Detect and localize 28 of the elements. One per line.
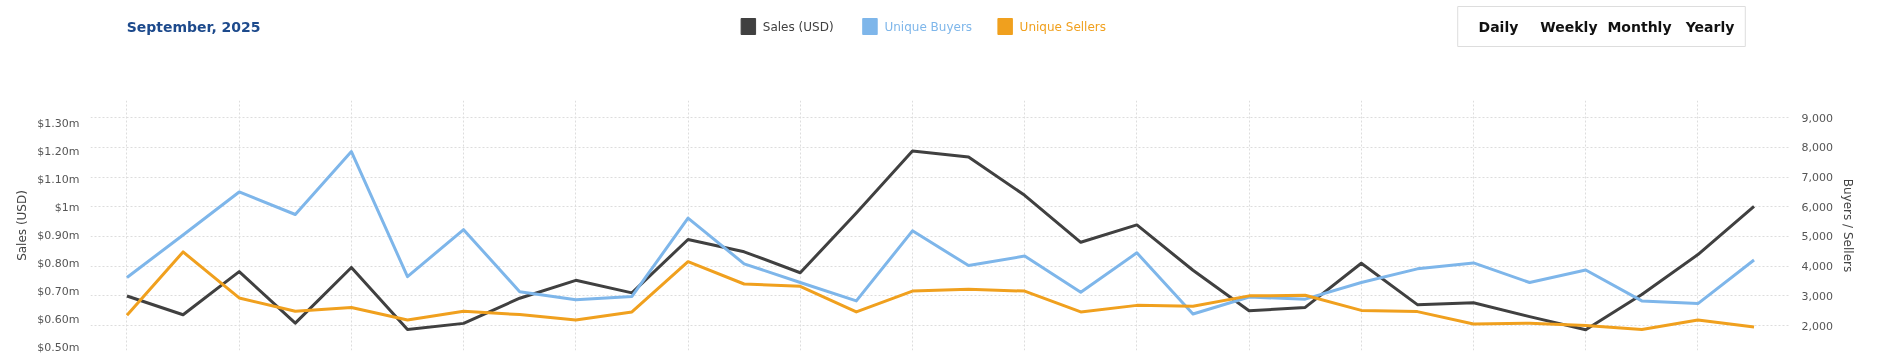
y2-tick-label: 2,000 [1801, 319, 1833, 333]
y-tick-label: $1.20m [37, 145, 80, 159]
y2-tick-label: 4,000 [1801, 260, 1833, 274]
y2-axis-title: Buyers / Sellers [1840, 178, 1855, 273]
legend-label: Sales (USD) [762, 19, 834, 34]
y-tick-label: $0.90m [37, 229, 80, 243]
legend-label: Unique Sellers [1019, 19, 1107, 34]
y-tick-label: $0.50m [37, 341, 80, 355]
y2-tick-label: 5,000 [1801, 230, 1833, 244]
y2-tick-label: 3,000 [1801, 289, 1833, 303]
text: Monthly [1607, 18, 1672, 35]
y-tick-label: $1.30m [37, 117, 80, 131]
y-tick-label: $0.80m [37, 257, 80, 271]
y2-tick-label: 7,000 [1801, 171, 1833, 185]
y2-tick-label: 9,000 [1801, 111, 1833, 125]
legend-label: Unique Buyers [884, 19, 973, 34]
text: Yearly [1684, 18, 1735, 35]
y-tick-label: $0.60m [37, 313, 80, 327]
y-tick-label: $0.70m [37, 285, 80, 299]
chart-title: September, 2025 [126, 18, 261, 35]
y-tick-label: $1m [54, 201, 80, 215]
y2-tick-label: 6,000 [1801, 200, 1833, 214]
line-series [125, 250, 1756, 331]
y-axis-title: Sales (USD) [15, 190, 30, 261]
y2-tick-label: 8,000 [1801, 141, 1833, 155]
y-tick-label: $1.10m [37, 173, 80, 187]
text: Daily [1478, 18, 1519, 35]
text: Weekly [1540, 18, 1598, 35]
